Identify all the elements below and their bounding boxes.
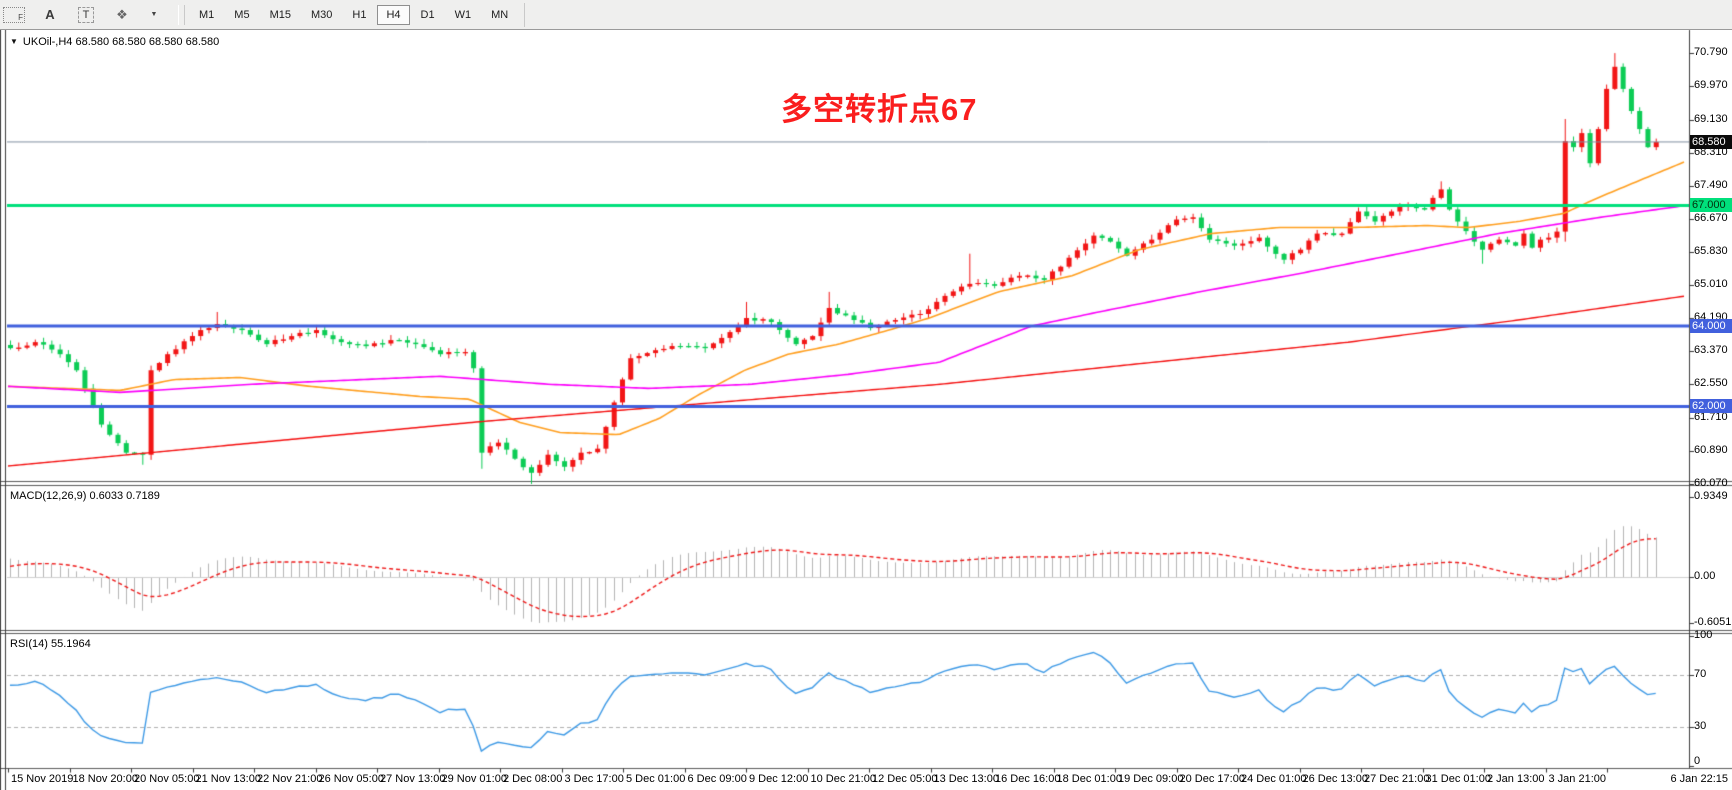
toolbar-separator [178, 4, 185, 25]
time-axis-label: 2 Jan 13:00 [1487, 773, 1545, 785]
price-axis-label: 60.070 [1694, 477, 1728, 490]
timeframe-mn-button[interactable]: MN [491, 8, 509, 21]
price-axis-label: 60.890 [1694, 444, 1728, 457]
rsi-axis-label: 100 [1694, 629, 1713, 641]
symbol-quote-text: UKOil-,H4 68.580 68.580 68.580 68.580 [22, 36, 220, 48]
text-box-button[interactable]: T [74, 4, 98, 26]
rsi-axis-label: 30 [1694, 720, 1707, 732]
time-axis-label: 12 Dec 05:00 [872, 773, 938, 785]
price-axis-label: 65.010 [1694, 278, 1728, 291]
time-axis-label: 26 Nov 05:00 [318, 773, 384, 785]
timeframe-m5-button[interactable]: M5 [234, 8, 250, 21]
time-axis-label: 2 Dec 08:00 [503, 773, 563, 785]
time-axis-label: 16 Dec 16:00 [995, 773, 1061, 785]
timeframe-m15-button[interactable]: M15 [269, 8, 291, 21]
price-marker-green-level: 67.000 [1690, 198, 1732, 213]
time-axis-label: 10 Dec 21:00 [810, 773, 876, 785]
timeframe-w1-button[interactable]: W1 [454, 8, 472, 21]
rsi-axis-label: 0 [1694, 755, 1701, 767]
macd-indicator-label: MACD(12,26,9) 0.6033 0.7189 [10, 490, 160, 502]
time-axis-label: 27 Nov 13:00 [380, 773, 446, 785]
price-axis-label: 69.970 [1694, 79, 1728, 92]
time-axis-label: 24 Dec 01:00 [1241, 773, 1307, 785]
time-axis-label: 21 Nov 13:00 [195, 773, 261, 785]
chart-shift-icon: F [3, 6, 25, 23]
time-axis-label: 26 Dec 13:00 [1302, 773, 1368, 785]
rsi-indicator-label: RSI(14) 55.1964 [10, 638, 91, 650]
time-axis-label: 20 Dec 17:00 [1179, 773, 1245, 785]
price-axis-label: 66.670 [1694, 211, 1728, 224]
price-axis-label: 65.830 [1694, 245, 1728, 258]
timeframe-m1-button[interactable]: M1 [199, 8, 215, 21]
price-marker-blue-level: 64.000 [1690, 319, 1732, 334]
time-axis-label: 13 Dec 13:00 [933, 773, 999, 785]
toolbar-end-divider [524, 2, 526, 27]
macd-axis-label: -0.6051 [1694, 616, 1732, 628]
text-label-button[interactable]: A [45, 7, 55, 22]
chart-shift-button[interactable]: F [2, 4, 26, 26]
diamond-icon: ❖ [116, 6, 128, 22]
indicators-dropdown-caret[interactable]: ▼ [140, 4, 172, 26]
price-axis-label: 67.490 [1694, 178, 1728, 191]
time-axis-label: 18 Dec 01:00 [1056, 773, 1122, 785]
chart-toolbar: F A T ❖ ▼ M1 M5 M15 M30 H1 H4 D1 W1 MN [0, 0, 1732, 30]
time-axis-label: 6 Jan 22:15 [1670, 773, 1729, 785]
time-axis-label: 3 Dec 17:00 [564, 773, 624, 785]
timeframe-h1-button[interactable]: H1 [352, 8, 367, 21]
time-axis-label: 9 Dec 12:00 [749, 773, 809, 785]
price-axis-label: 69.130 [1694, 112, 1728, 125]
price-axis-label: 70.790 [1694, 46, 1728, 59]
text-box-icon: T [77, 6, 95, 23]
price-axis-label: 62.550 [1694, 377, 1728, 390]
time-axis-label: 3 Jan 21:00 [1548, 773, 1607, 785]
chevron-down-icon: ▼ [150, 11, 158, 18]
timeframe-h4-button[interactable]: H4 [377, 4, 410, 25]
time-axis-label: 31 Dec 01:00 [1425, 773, 1491, 785]
chart-annotation-text: 多空转折点67 [781, 92, 978, 127]
price-axis-label: 61.710 [1694, 411, 1728, 424]
time-axis-label: 29 Nov 01:00 [441, 773, 507, 785]
indicators-button[interactable]: ❖ [102, 4, 136, 26]
price-marker-blue-level: 62.000 [1690, 399, 1732, 414]
time-axis-label: 19 Dec 09:00 [1118, 773, 1184, 785]
macd-axis-label: 0.00 [1694, 570, 1716, 582]
price-axis-label: 63.370 [1694, 344, 1728, 357]
time-axis-label: 18 Nov 20:00 [72, 773, 138, 785]
timeframe-m30-button[interactable]: M30 [310, 8, 333, 21]
time-axis-label: 5 Dec 01:00 [626, 773, 686, 785]
macd-axis-label: 0.9349 [1694, 490, 1728, 502]
price-marker-last-price: 68.580 [1690, 134, 1732, 149]
time-axis-label: 22 Nov 21:00 [257, 773, 323, 785]
time-axis-label: 15 Nov 2019 [11, 773, 74, 785]
timeframe-d1-button[interactable]: D1 [420, 8, 435, 21]
time-axis-label: 20 Nov 05:00 [134, 773, 200, 785]
time-axis-label: 6 Dec 09:00 [687, 773, 747, 785]
chart-title: ▼ UKOil-,H4 68.580 68.580 68.580 68.580 [10, 36, 219, 48]
rsi-axis-label: 70 [1694, 668, 1707, 680]
collapse-arrow-icon[interactable]: ▼ [10, 37, 18, 46]
time-axis-label: 27 Dec 21:00 [1364, 773, 1430, 785]
